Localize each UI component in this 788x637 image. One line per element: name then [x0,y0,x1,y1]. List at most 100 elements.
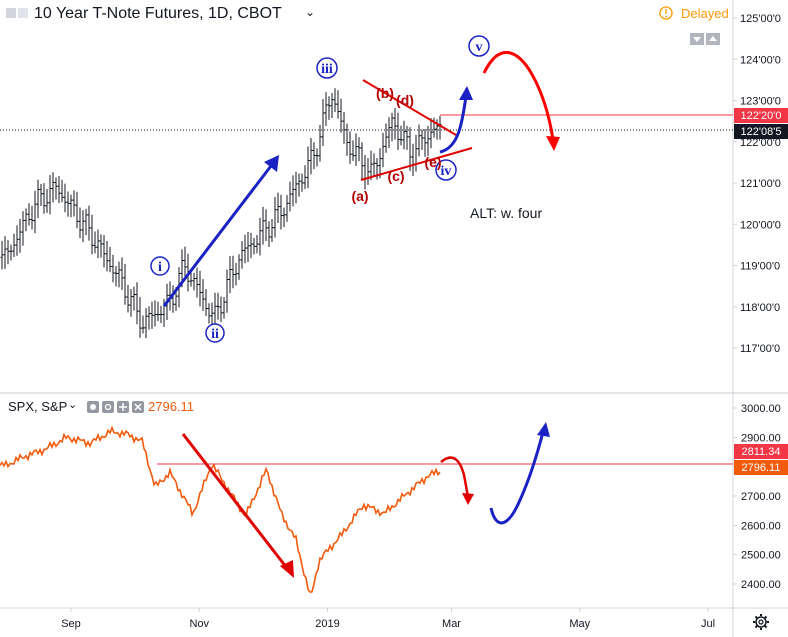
ohlc-bar [270,218,274,242]
ohlc-bar [36,179,40,219]
spx-visibility-icon[interactable] [87,401,99,413]
wave-iv-label: iv [441,164,452,179]
price-tick-label: 122'00'0 [740,137,781,149]
ohlc-bar [309,137,313,175]
ohlc-bar [384,123,388,153]
ohlc-bar [378,148,382,179]
ohlc-bar [381,132,385,168]
spx-title-chevron-icon[interactable]: ⌄ [68,399,78,411]
ohlc-bar [201,279,205,311]
ohlc-bar [240,240,244,269]
ohlc-bar [312,142,316,170]
ohlc-bar [48,174,52,215]
price-axis[interactable]: 125'00'0 124'00'0 123'00'0 122'00'0 121'00'0… [733,13,781,355]
spx-settings-icon[interactable] [102,401,114,413]
spx-line [0,425,441,593]
wave-iii-circle[interactable] [316,57,338,79]
spx-red-down-arrow[interactable] [181,433,294,578]
ohlc-bar [117,261,121,288]
wave-b-label: (b) [376,85,394,101]
ohlc-bar [183,246,187,281]
ohlc-bar [345,123,349,156]
ohlc-bar [366,158,370,186]
ohlc-bar [321,98,325,146]
spx-more-icon[interactable] [117,401,129,413]
triangle-upper-line[interactable] [362,79,457,136]
ohlc-bar [171,285,175,313]
ohlc-bar [72,190,76,217]
ohlc-bar [225,269,229,313]
ohlc-bar [336,90,340,119]
ohlc-bar [429,118,433,149]
spx-price-axis[interactable]: 3000.002900.002800.002700.002600.002500.… [733,403,781,591]
ohlc-bar [411,143,415,176]
wave-e-label: (e) [424,154,441,170]
ohlc-bar [255,234,259,254]
ohlc-bar [105,240,109,272]
spx-blue-up-arrow[interactable] [489,422,550,525]
ohlc-bar [231,255,235,289]
price-tick-label: 121'00'0 [740,178,781,190]
ohlc-bar [108,246,112,273]
wave-iii-label: iii [321,62,333,77]
blue-projection-arrow[interactable] [439,86,473,154]
red-projection-arrow[interactable] [482,51,560,151]
spx-series [0,425,441,593]
ohlc-bar [132,286,136,311]
wave-iv-circle[interactable] [435,159,457,181]
ohlc-bar [198,270,202,307]
ohlc-bar [156,301,160,322]
red-level-price-label: 122'20'0 [734,108,788,123]
ohlc-bar [66,191,70,217]
time-tick-label: Jul [701,618,715,630]
ohlc-bar [96,229,100,259]
price-tick-label: 120'00'0 [740,219,781,231]
main-title-chevron-icon[interactable]: ⌄ [305,5,316,19]
spx-red-level-price-label: 2811.34 [734,444,788,459]
ohlc-bar [192,272,196,291]
ohlc-bar [114,265,118,287]
wave-a-label: (a) [351,188,368,204]
ohlc-bar [414,134,418,172]
price-tick-label: 119'00'0 [740,261,780,273]
spx-tick-label: 2500.00 [741,550,781,562]
ohlc-bar [81,210,85,243]
wave-v-circle[interactable] [468,35,490,57]
scroll-up-button[interactable] [706,33,720,45]
spx-tick-label: 2700.00 [741,491,781,503]
ohlc-bar [372,153,376,177]
ohlc-bar [417,124,421,157]
ohlc-bar [78,207,82,239]
scroll-down-button[interactable] [690,33,704,45]
wave-ii-circle[interactable] [205,323,225,343]
ohlc-bar [300,173,304,192]
ohlc-bar [141,315,145,334]
ohlc-bar [147,306,151,330]
spx-red-arc-arrow[interactable] [440,456,474,505]
ohlc-bar [264,209,268,242]
ohlc-bar [0,240,4,270]
settings-gear-icon[interactable] [753,614,769,630]
ohlc-bar [102,235,106,268]
ohlc-bar [297,173,301,197]
wave-ii-label: ii [211,327,219,342]
ohlc-bar [282,207,286,228]
time-axis[interactable]: Sep Nov 2019 Mar May Jul [61,608,715,630]
ohlc-bar [393,108,397,140]
wave-i-circle[interactable] [150,256,170,276]
ohlc-bar [42,183,46,214]
price-tick-label: 123'00'0 [740,96,781,108]
ohlc-bar [246,231,250,263]
ohlc-bar [159,305,163,324]
blue-up-arrow[interactable] [162,155,279,307]
svg-text:2796.11: 2796.11 [742,462,781,474]
spx-remove-icon[interactable] [132,401,144,413]
spx-title[interactable]: SPX, S&P [8,399,68,414]
triangle-lower-line[interactable] [360,147,473,181]
ohlc-bar [303,165,307,190]
alert-icon[interactable] [659,6,673,20]
ohlc-bar [30,205,34,230]
ohlc-bar [294,171,298,204]
ohlc-bar [57,176,61,204]
main-title[interactable]: 10 Year T-Note Futures, 1D, CBOT [34,5,282,22]
